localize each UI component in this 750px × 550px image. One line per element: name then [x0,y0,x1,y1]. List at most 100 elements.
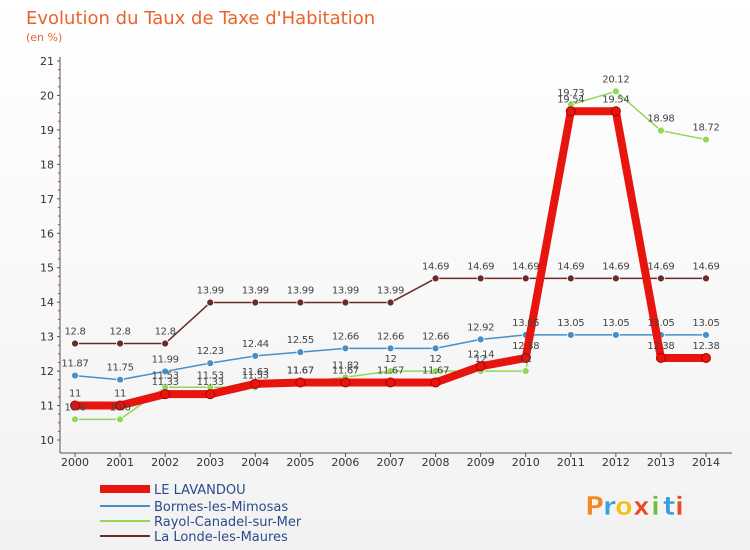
x-tick-label: 2005 [286,456,314,469]
data-label-bormes-les-mimosas: 12.66 [377,331,404,342]
point-le-lavandou [475,361,486,372]
point-la-londe-les-maures [116,339,124,348]
data-label-la-londe-les-maures: 14.69 [512,261,539,272]
chart-title: Evolution du Taux de Taxe d'Habitation [26,8,375,29]
data-label-le-lavandou: 11.67 [332,365,359,376]
point-la-londe-les-maures [657,274,665,283]
data-label-rayol-canadel-sur-mer: 20.12 [602,74,629,85]
y-tick-label: 21 [40,55,54,68]
data-label-le-lavandou: 11.67 [377,365,404,376]
data-label-bormes-les-mimosas: 12.66 [422,331,449,342]
data-label-la-londe-les-maures: 12.8 [155,327,176,338]
data-label-rayol-canadel-sur-mer: 11.67 [287,365,314,376]
point-la-londe-les-maures [71,339,79,348]
data-label-bormes-les-mimosas: 11.99 [152,354,179,365]
logo-letter: i [675,492,684,522]
data-label-rayol-canadel-sur-mer: 11.53 [242,370,269,381]
x-tick-label: 2001 [106,456,134,469]
point-bormes-les-mimosas [71,371,79,380]
data-label-rayol-canadel-sur-mer: 10.6 [110,402,131,413]
data-label-rayol-canadel-sur-mer: 10.6 [64,402,85,413]
data-label-rayol-canadel-sur-mer: 12 [520,354,532,365]
y-tick-label: 18 [40,158,54,171]
point-la-londe-les-maures [386,298,395,307]
point-le-lavandou [520,352,531,363]
y-tick-label: 13 [40,331,54,344]
y-tick-label: 12 [40,365,54,378]
point-rayol-canadel-sur-mer [657,126,665,135]
point-bormes-les-mimosas [386,344,395,353]
data-label-la-londe-les-maures: 13.99 [197,286,224,297]
data-label-bormes-les-mimosas: 13.05 [512,318,539,329]
logo-letter: t [663,492,675,522]
data-label-bormes-les-mimosas: 11.75 [107,363,134,374]
data-label-le-lavandou: 11.63 [242,367,269,378]
point-la-londe-les-maures [251,298,260,307]
point-bormes-les-mimosas [566,331,575,339]
data-label-rayol-canadel-sur-mer: 11.53 [197,370,224,381]
data-label-le-lavandou: 12.38 [692,341,719,352]
point-bormes-les-mimosas [431,344,440,353]
data-label-bormes-les-mimosas: 12.55 [287,335,314,346]
point-bormes-les-mimosas [296,348,305,357]
point-bormes-les-mimosas [161,367,170,376]
point-le-lavandou [115,400,126,411]
x-tick-label: 2007 [377,456,405,469]
point-rayol-canadel-sur-mer [71,415,79,424]
point-le-lavandou [205,389,216,400]
data-label-bormes-les-mimosas: 12.44 [242,339,269,350]
chart-unit: (en %) [26,31,62,44]
logo-letter: r [603,492,616,522]
point-bormes-les-mimosas [611,331,620,339]
data-label-la-londe-les-maures: 14.69 [467,261,494,272]
point-le-lavandou [610,106,621,117]
data-label-la-londe-les-maures: 14.69 [422,261,449,272]
data-label-rayol-canadel-sur-mer: 12 [384,354,396,365]
data-label-la-londe-les-maures: 13.99 [242,286,269,297]
data-label-le-lavandou: 11.33 [152,377,179,388]
x-tick-label: 2000 [61,456,89,469]
x-tick-label: 2008 [422,456,450,469]
data-label-le-lavandou: 19.54 [602,94,629,105]
data-label-rayol-canadel-sur-mer: 11.82 [332,360,359,371]
data-label-la-londe-les-maures: 12.8 [64,327,85,338]
data-label-le-lavandou: 11 [69,389,81,400]
y-tick-label: 14 [40,296,54,309]
point-la-londe-les-maures [476,274,485,283]
point-le-lavandou [565,106,576,117]
point-la-londe-les-maures [341,298,350,307]
data-label-le-lavandou: 11.67 [422,365,449,376]
data-label-rayol-canadel-sur-mer: 18.98 [647,114,674,125]
data-label-bormes-les-mimosas: 13.05 [602,318,629,329]
x-tick-label: 2011 [557,456,585,469]
point-bormes-les-mimosas [251,352,260,360]
data-label-bormes-les-mimosas: 13.05 [647,318,674,329]
point-rayol-canadel-sur-mer [611,87,620,96]
point-le-lavandou [655,352,666,363]
x-tick-label: 2014 [692,456,720,469]
point-rayol-canadel-sur-mer [431,367,440,375]
point-le-lavandou [250,378,261,389]
logo-letter: o [615,492,633,522]
y-tick-label: 10 [40,434,54,447]
x-tick-label: 2002 [151,456,179,469]
series-layer [70,87,711,424]
point-la-londe-les-maures [702,274,710,283]
point-bormes-les-mimosas [206,359,215,368]
point-la-londe-les-maures [206,298,215,307]
y-tick-label: 15 [40,262,54,275]
point-la-londe-les-maures [611,274,620,283]
data-label-la-londe-les-maures: 14.69 [692,261,719,272]
point-le-lavandou [430,377,441,388]
point-le-lavandou [701,352,711,363]
x-tick-label: 2010 [512,456,540,469]
point-le-lavandou [340,377,351,388]
logo-letter: i [651,492,660,522]
data-label-la-londe-les-maures: 14.69 [557,261,584,272]
data-label-la-londe-les-maures: 13.99 [377,286,404,297]
x-tick-label: 2012 [602,456,630,469]
point-le-lavandou [70,400,80,411]
point-le-lavandou [295,377,306,388]
x-tick-label: 2009 [467,456,495,469]
